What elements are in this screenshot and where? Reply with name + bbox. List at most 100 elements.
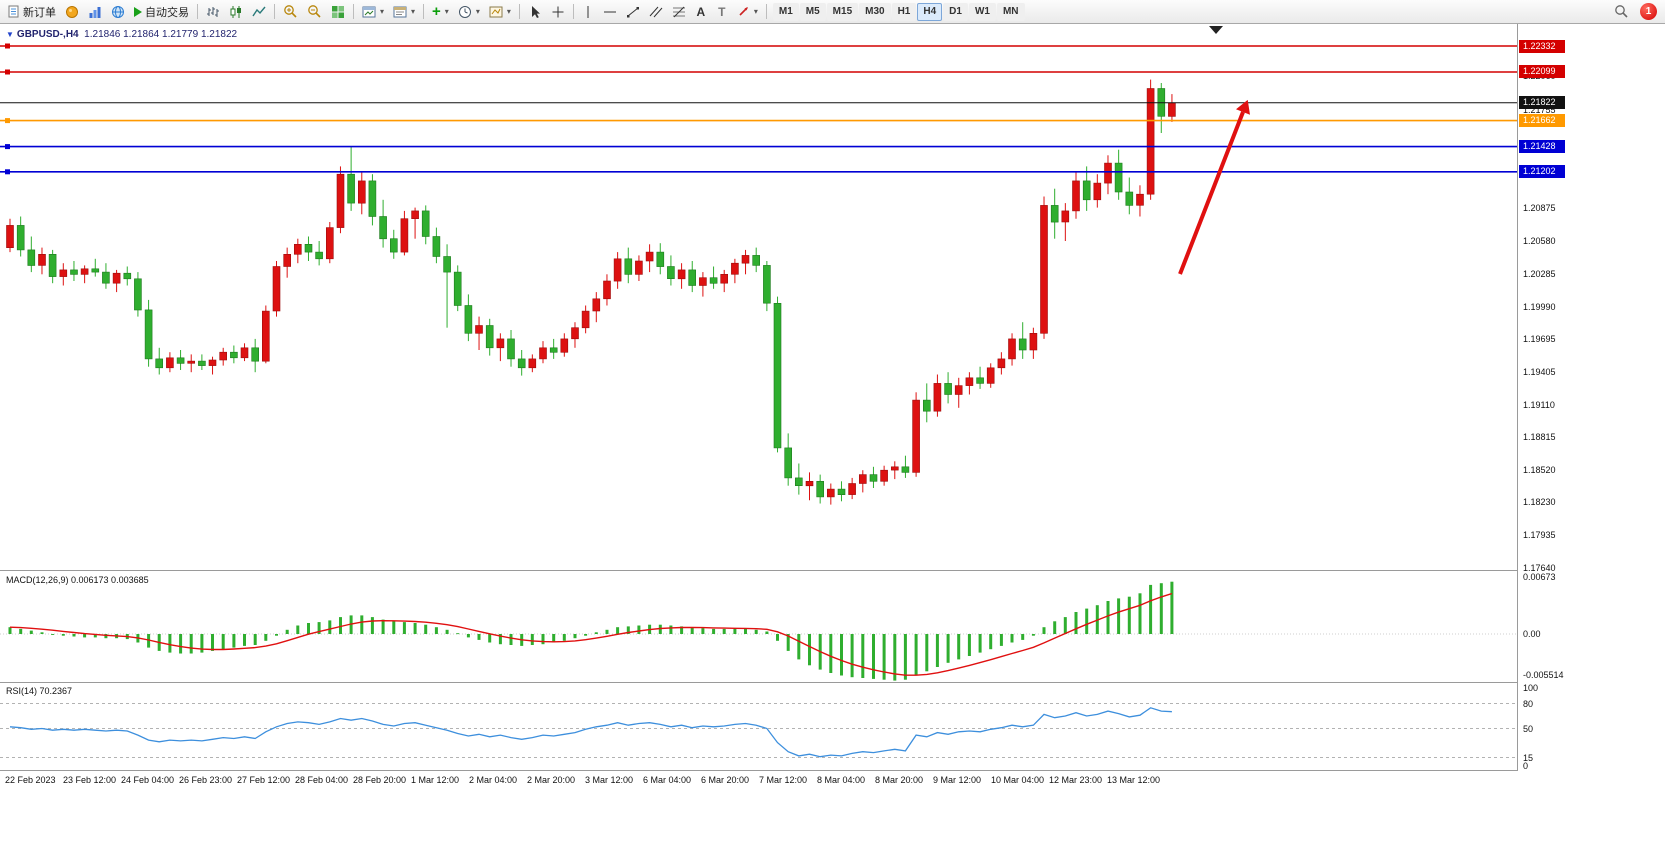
macd-panel[interactable] bbox=[0, 571, 1517, 683]
hline-1.22099[interactable] bbox=[0, 69, 1517, 75]
macd-bar bbox=[776, 634, 779, 641]
trend-arrow[interactable] bbox=[1178, 99, 1250, 275]
horizontal-line-icon bbox=[603, 11, 616, 12]
main-chart-canvas[interactable] bbox=[0, 24, 1517, 571]
trendline-tool-button[interactable] bbox=[622, 2, 644, 22]
candle bbox=[656, 243, 665, 275]
cursor-button[interactable] bbox=[524, 2, 546, 22]
candle bbox=[208, 356, 217, 375]
chart-shift-marker-icon bbox=[1209, 26, 1223, 34]
line-handle[interactable] bbox=[5, 69, 10, 75]
periods-button[interactable]: ▾ bbox=[454, 2, 484, 22]
candle bbox=[336, 166, 345, 234]
macd-bar bbox=[893, 634, 897, 681]
macd-bar bbox=[275, 634, 278, 636]
cursor-arrow-icon bbox=[531, 5, 540, 18]
tf-button-W1[interactable]: W1 bbox=[968, 2, 996, 21]
macd-bar bbox=[914, 634, 918, 676]
rsi-panel[interactable] bbox=[0, 683, 1517, 771]
candle bbox=[1136, 185, 1144, 217]
line-handle[interactable] bbox=[5, 144, 10, 150]
market-charts-button[interactable] bbox=[84, 2, 106, 22]
macd-bar bbox=[1085, 608, 1089, 634]
rsi-line bbox=[9, 707, 1172, 758]
gold-button[interactable] bbox=[61, 2, 83, 22]
bar-chart-type-button[interactable] bbox=[202, 2, 224, 22]
tf-button-M15[interactable]: M15 bbox=[826, 2, 859, 21]
time-label: 6 Mar 20:00 bbox=[701, 775, 750, 785]
hline-1.22332[interactable] bbox=[0, 43, 1517, 49]
chevron-down-icon: ▾ bbox=[475, 7, 480, 16]
autotrading-button[interactable]: 自动交易 bbox=[130, 2, 193, 22]
arrows-tool-button[interactable]: ▾ bbox=[733, 2, 762, 22]
templates-button[interactable]: ▾ bbox=[485, 2, 515, 22]
macd-bar bbox=[392, 621, 396, 634]
candle bbox=[592, 292, 601, 323]
panel-separator[interactable] bbox=[0, 570, 1665, 571]
candle bbox=[368, 174, 377, 226]
time-label: 28 Feb 04:00 bbox=[295, 775, 349, 785]
profiles-button[interactable]: ▾ bbox=[389, 2, 419, 22]
hline-1.21428[interactable] bbox=[0, 144, 1517, 150]
candle bbox=[166, 352, 174, 373]
channel-tool-button[interactable] bbox=[645, 2, 667, 22]
separator bbox=[765, 4, 767, 19]
time-axis[interactable]: 22 Feb 2023 23 Feb 12:00 24 Feb 04:00 26 Fe… bbox=[0, 771, 1517, 795]
separator bbox=[274, 4, 275, 19]
zoom-out-button[interactable] bbox=[303, 2, 326, 22]
new-chart-button[interactable]: ▾ bbox=[358, 2, 388, 22]
candlestick-chart-type-button[interactable] bbox=[225, 2, 247, 22]
autotrading-play-icon bbox=[134, 6, 142, 17]
zoom-out-icon bbox=[308, 5, 321, 18]
candle bbox=[155, 347, 163, 375]
price-tick: 1.19405 bbox=[1523, 367, 1556, 377]
tile-windows-button[interactable] bbox=[327, 2, 349, 22]
tf-button-M5[interactable]: M5 bbox=[799, 2, 826, 21]
tf-button-H1[interactable]: H1 bbox=[891, 2, 917, 21]
label-tool-button[interactable]: T bbox=[712, 2, 732, 22]
indicators-button[interactable]: + ▾ bbox=[428, 2, 453, 22]
line-chart-type-button[interactable] bbox=[248, 2, 270, 22]
line-handle[interactable] bbox=[5, 169, 10, 175]
candle bbox=[48, 249, 57, 284]
notification-badge[interactable]: 1 bbox=[1640, 3, 1657, 20]
community-button[interactable] bbox=[107, 2, 129, 22]
candle bbox=[176, 350, 185, 370]
candle bbox=[635, 255, 643, 281]
text-tool-button[interactable]: A bbox=[691, 2, 711, 22]
new-order-button[interactable]: 新订单 bbox=[4, 2, 60, 22]
line-handle[interactable] bbox=[5, 118, 10, 124]
candle bbox=[1146, 79, 1155, 200]
candle bbox=[432, 227, 441, 264]
zoom-in-button[interactable] bbox=[279, 2, 302, 22]
macd-bar bbox=[61, 634, 65, 636]
macd-bar bbox=[669, 625, 673, 634]
fibonacci-tool-button[interactable] bbox=[668, 2, 690, 22]
price-scale[interactable]: 1.220601.217551.208751.205801.202851.199… bbox=[1517, 24, 1665, 771]
tf-button-D1[interactable]: D1 bbox=[943, 2, 968, 21]
hline-1.21662[interactable] bbox=[0, 118, 1517, 124]
tf-button-M1[interactable]: M1 bbox=[772, 2, 799, 21]
candle bbox=[880, 465, 888, 486]
zoom-in-icon bbox=[284, 5, 297, 18]
search-button[interactable] bbox=[1610, 2, 1633, 22]
candle bbox=[27, 236, 36, 273]
tf-button-MN[interactable]: MN bbox=[996, 2, 1025, 21]
macd-bar bbox=[402, 622, 406, 634]
line-handle[interactable] bbox=[5, 43, 10, 49]
quick-trade-toggle-icon[interactable]: ▼ bbox=[6, 30, 14, 39]
candle bbox=[400, 210, 409, 256]
crosshair-button[interactable] bbox=[547, 2, 569, 22]
candle bbox=[901, 455, 910, 478]
macd-bar bbox=[1106, 601, 1110, 634]
macd-bar bbox=[19, 628, 23, 634]
tf-button-H4[interactable]: H4 bbox=[917, 2, 943, 21]
macd-bar bbox=[509, 634, 513, 645]
vertical-line-tool-button[interactable] bbox=[578, 2, 598, 22]
tf-button-M30[interactable]: M30 bbox=[859, 2, 891, 21]
horizontal-line-tool-button[interactable] bbox=[599, 2, 621, 22]
panel-separator[interactable] bbox=[0, 682, 1665, 683]
hline-1.21202[interactable] bbox=[0, 169, 1517, 175]
macd-bar bbox=[434, 627, 438, 634]
macd-bar bbox=[498, 634, 502, 645]
